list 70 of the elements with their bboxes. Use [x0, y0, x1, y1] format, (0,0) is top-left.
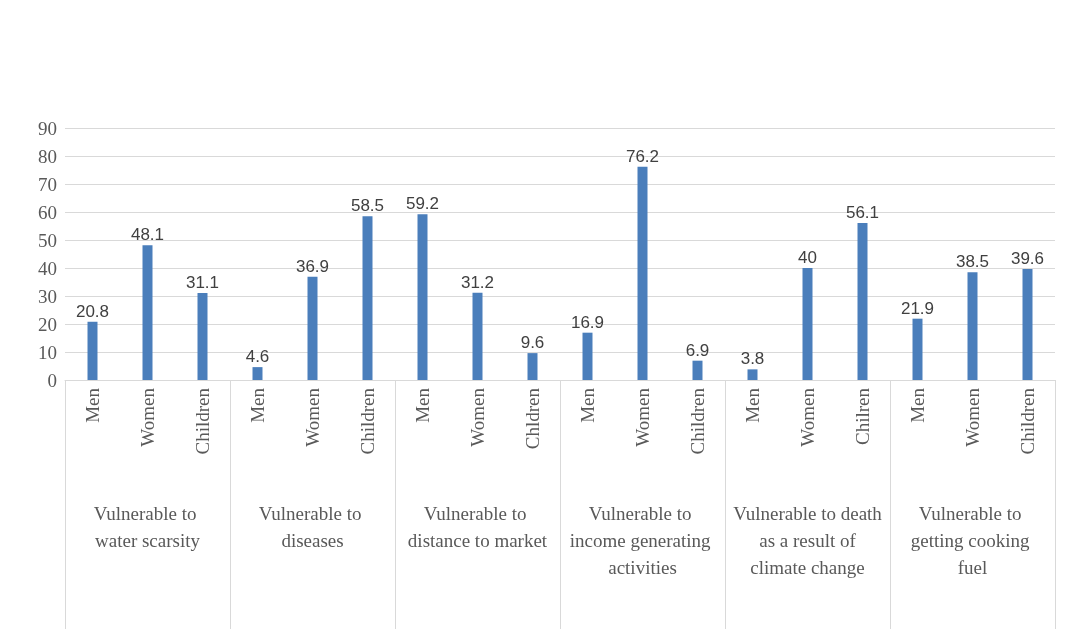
bar — [472, 292, 483, 380]
bar — [417, 214, 428, 380]
x-tick-label: Women — [137, 387, 158, 447]
data-label: 31.1 — [185, 272, 220, 292]
y-tick-label: 60 — [38, 201, 57, 223]
bar — [582, 332, 593, 380]
y-tick-label: 90 — [38, 117, 57, 139]
bar — [692, 360, 703, 380]
bar — [1022, 269, 1033, 380]
data-label: 3.8 — [740, 349, 765, 369]
y-tick-label: 80 — [38, 145, 57, 167]
x-tick-label: Children — [687, 387, 708, 455]
bar — [197, 292, 208, 380]
y-tick-label: 30 — [38, 285, 57, 307]
bar — [802, 268, 813, 380]
y-tick-label: 10 — [38, 341, 57, 363]
bar — [307, 276, 318, 380]
x-tick-label: Men — [82, 387, 103, 423]
text: Vulnerable to distance to market — [407, 503, 548, 551]
y-tick-label: 20 — [38, 313, 57, 335]
x-tick-label: Chilren — [852, 387, 873, 445]
bar — [637, 166, 648, 380]
x-tick-label: Children — [1017, 387, 1038, 455]
x-tick-label: Men — [742, 387, 763, 423]
text: Vulnerable to diseases — [258, 503, 367, 551]
x-tick-label: Men — [412, 387, 433, 423]
data-label: 39.6 — [1010, 249, 1045, 269]
bar — [87, 321, 98, 380]
x-tick-label: Women — [797, 387, 818, 447]
data-label: 59.2 — [405, 194, 440, 214]
data-label: 16.9 — [570, 312, 605, 332]
data-label: 40 — [798, 248, 817, 267]
x-tick-label: Chldren — [522, 387, 543, 450]
data-label: 4.6 — [245, 347, 270, 367]
x-tick-label: Children — [357, 387, 378, 455]
y-tick-label: 70 — [38, 173, 57, 195]
text: Vulnerable to income generating activities — [569, 503, 716, 578]
data-label: 76.2 — [625, 146, 660, 166]
bar — [912, 318, 923, 380]
data-label: 31.2 — [460, 272, 495, 292]
text: Vulnerable to death as a result of climate change — [733, 503, 883, 578]
x-tick-label: Women — [467, 387, 488, 447]
x-tick-label: Women — [962, 387, 983, 447]
x-tick-label: Children — [192, 387, 213, 455]
x-tick-label: Men — [247, 387, 268, 423]
data-label: 21.9 — [900, 298, 935, 318]
data-label: 48.1 — [130, 225, 165, 245]
bar — [362, 216, 373, 380]
text: Vulnerable to getting cooking fuel — [910, 503, 1035, 578]
x-tick-label: Women — [632, 387, 653, 447]
data-label: 36.9 — [295, 256, 330, 276]
x-tick-label: Women — [302, 387, 323, 447]
text: Vulnerable to water scarsity — [93, 503, 202, 551]
data-label: 6.9 — [685, 340, 710, 360]
bar — [142, 245, 153, 380]
bar — [967, 272, 978, 380]
y-tick-label: 50 — [38, 229, 57, 251]
bar — [857, 222, 868, 380]
data-label: 58.5 — [350, 196, 385, 216]
data-label: 20.8 — [75, 301, 110, 321]
x-tick-label: Men — [907, 387, 928, 423]
data-label: 38.5 — [955, 252, 990, 272]
y-tick-label: 0 — [47, 369, 57, 391]
bar — [527, 353, 538, 380]
bar — [252, 367, 263, 380]
data-label: 56.1 — [845, 202, 880, 222]
y-tick-label: 40 — [38, 257, 57, 279]
data-label: 9.6 — [520, 333, 545, 353]
x-tick-label: Men — [577, 387, 598, 423]
bar — [747, 369, 758, 380]
